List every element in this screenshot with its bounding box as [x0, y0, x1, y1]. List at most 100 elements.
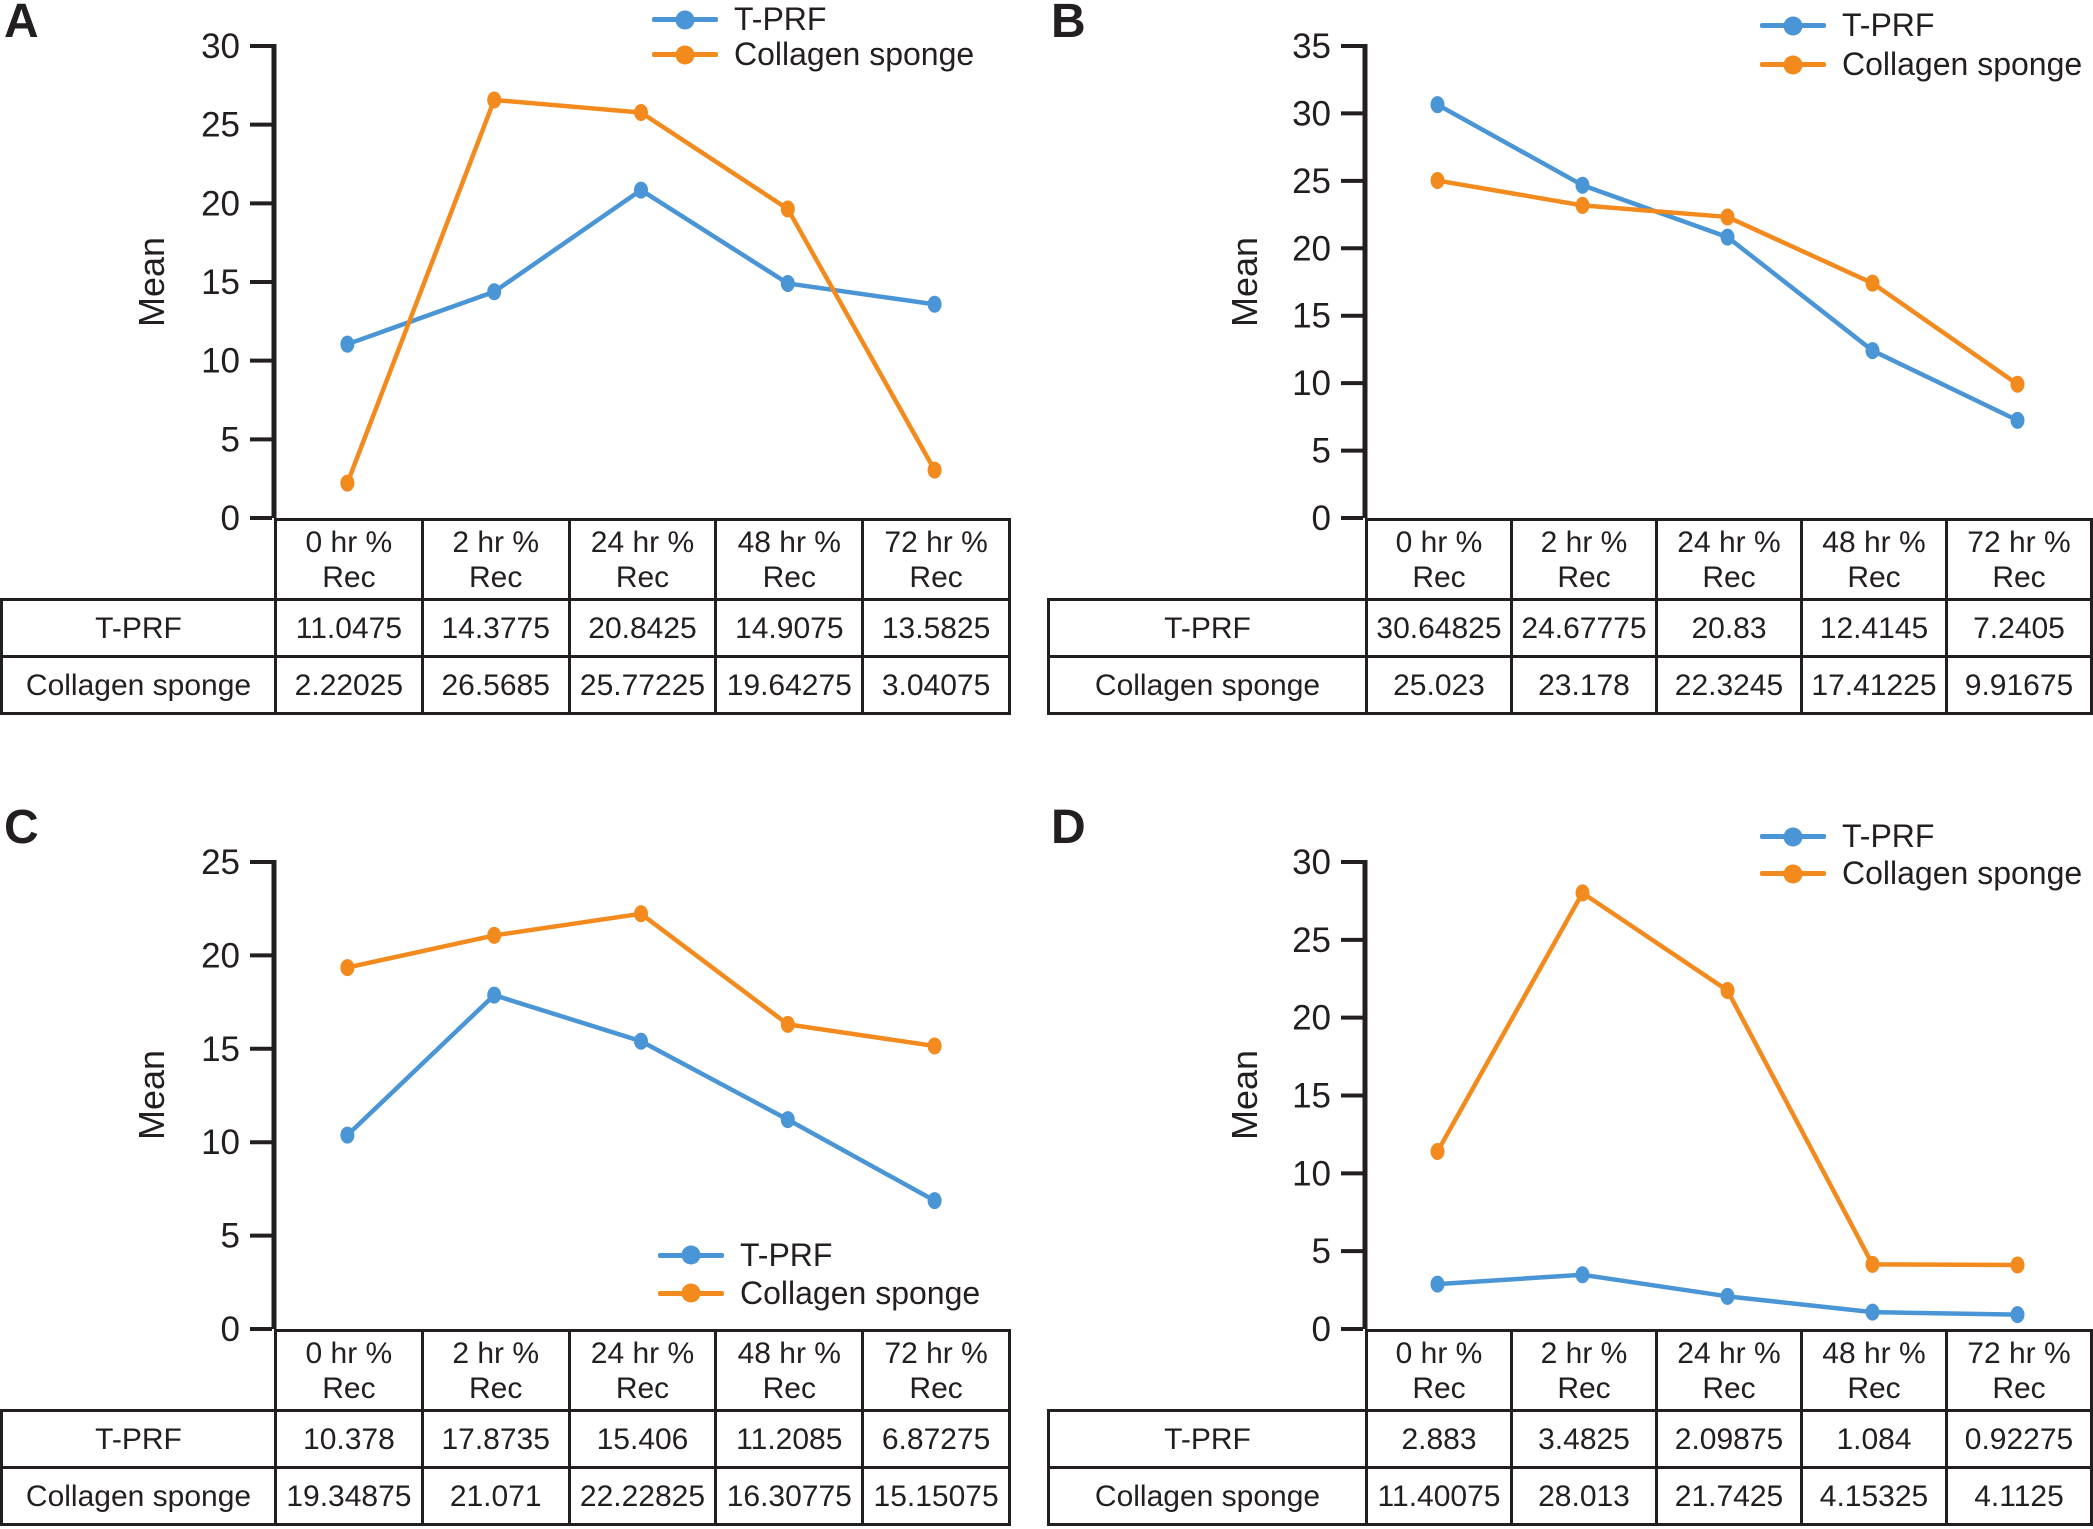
panel-label-b: B: [1051, 0, 1086, 48]
value-cell: 20.83: [1655, 598, 1803, 658]
header-line: 72 hr %: [1967, 1336, 2071, 1370]
svg-text:15: 15: [201, 1030, 240, 1069]
svg-text:5: 5: [221, 420, 240, 459]
value-cell: 21.7425: [1655, 1466, 1803, 1526]
blank-cell: [1049, 520, 1367, 600]
value-cell: 13.5825: [861, 598, 1011, 658]
legend-item-tprf: T-PRF: [658, 1236, 980, 1274]
tprf-line-marker-icon: [1760, 23, 1826, 28]
value-cell: 11.2085: [714, 1409, 865, 1469]
header-cell: 0 hr % Rec: [274, 1329, 424, 1412]
value-cell: 3.4825: [1510, 1409, 1658, 1469]
legend-item-collagen: Collagen sponge: [652, 36, 974, 72]
data-table-d: 0 hr % Rec 2 hr % Rec 24 hr % Rec 48 hr % Re…: [1047, 1329, 2093, 1526]
header-line: 2 hr %: [452, 525, 540, 559]
svg-text:35: 35: [1292, 27, 1331, 66]
value-cell: 23.178: [1510, 655, 1658, 715]
svg-text:5: 5: [1312, 432, 1331, 471]
svg-text:25: 25: [1292, 921, 1331, 960]
header-line: 0 hr %: [305, 1336, 393, 1370]
row-label-cell: T-PRF: [0, 1409, 277, 1469]
legend-label: Collagen sponge: [1842, 855, 2083, 891]
row-label-cell: Collagen sponge: [0, 655, 277, 715]
header-line: Rec: [615, 1371, 670, 1405]
table-row-tprf: T-PRF 11.0475 14.3775 20.8425 14.9075 13…: [0, 598, 1011, 658]
header-cell: 2 hr % Rec: [1510, 1329, 1658, 1412]
legend-label: T-PRF: [734, 1, 827, 37]
header-line: 48 hr %: [737, 1336, 841, 1370]
value-cell: 11.0475: [274, 598, 424, 658]
header-line: Rec: [762, 1371, 816, 1405]
panel-d: 0 5 10 15 20 25 30 D Mean T-PRF Collagen spong…: [1047, 800, 2093, 1529]
svg-text:10: 10: [1292, 1154, 1331, 1193]
value-cell: 17.41225: [1800, 655, 1948, 715]
collagen-line-marker-icon: [1760, 62, 1826, 67]
value-cell: 14.9075: [714, 598, 865, 658]
value-cell: 4.1125: [1945, 1466, 2093, 1526]
header-cell: 72 hr % Rec: [861, 518, 1011, 601]
table-row-tprf: T-PRF 10.378 17.8735 15.406 11.2085 6.87…: [0, 1409, 1011, 1469]
value-cell: 16.30775: [714, 1466, 865, 1526]
row-label-cell: T-PRF: [1047, 598, 1368, 658]
table-header-row: 0 hr % Rec 2 hr % Rec 24 hr % Rec 48 hr % Re…: [2, 518, 1011, 601]
header-line: Rec: [909, 560, 963, 594]
header-cell: 2 hr % Rec: [420, 518, 571, 601]
value-cell: 2.09875: [1655, 1409, 1803, 1469]
legend: T-PRF Collagen sponge: [1760, 6, 2082, 84]
value-cell: 2.883: [1365, 1409, 1513, 1469]
tprf-line-marker-icon: [652, 17, 718, 22]
header-cell: 48 hr % Rec: [714, 518, 865, 601]
legend: T-PRF Collagen sponge: [652, 1, 974, 72]
header-line: 48 hr %: [1822, 525, 1926, 559]
svg-text:20: 20: [1292, 999, 1331, 1038]
header-line: Rec: [1412, 1371, 1466, 1405]
header-line: 2 hr %: [1540, 525, 1628, 559]
svg-text:10: 10: [201, 342, 240, 381]
value-cell: 2.22025: [274, 655, 424, 715]
svg-text:15: 15: [1292, 297, 1331, 336]
svg-text:25: 25: [201, 843, 240, 882]
legend: T-PRF Collagen sponge: [658, 1236, 980, 1312]
row-label-cell: Collagen sponge: [0, 1466, 277, 1526]
svg-text:20: 20: [1292, 229, 1331, 268]
legend-label: T-PRF: [740, 1236, 833, 1273]
panel-c: 0 5 10 15 20 25 C Mean T-PRF Collagen sponge …: [0, 800, 1046, 1529]
header-line: 2 hr %: [1540, 1336, 1628, 1370]
svg-text:5: 5: [1312, 1232, 1331, 1271]
value-cell: 30.64825: [1365, 598, 1513, 658]
svg-text:30: 30: [1292, 843, 1331, 882]
header-line: Rec: [1992, 560, 2046, 594]
collagen-line-marker-icon: [658, 1290, 724, 1296]
row-label-cell: Collagen sponge: [1047, 1466, 1368, 1526]
row-label-cell: Collagen sponge: [1047, 655, 1368, 715]
header-line: 2 hr %: [452, 1336, 540, 1370]
value-cell: 21.071: [420, 1466, 571, 1526]
value-cell: 25.023: [1365, 655, 1513, 715]
header-line: 48 hr %: [737, 525, 841, 559]
value-cell: 22.22825: [567, 1466, 718, 1526]
header-line: Rec: [1557, 1371, 1611, 1405]
value-cell: 25.77225: [567, 655, 718, 715]
value-cell: 12.4145: [1800, 598, 1948, 658]
table-row-tprf: T-PRF 30.64825 24.67775 20.83 12.4145 7.…: [1047, 598, 2093, 658]
header-cell: 72 hr % Rec: [1945, 518, 2093, 601]
legend-label: Collagen sponge: [740, 1274, 981, 1311]
row-label-cell: T-PRF: [1047, 1409, 1368, 1469]
y-axis-title: Mean: [131, 236, 172, 328]
header-line: Rec: [1557, 560, 1611, 594]
svg-text:10: 10: [201, 1123, 240, 1162]
tprf-line-marker-icon: [658, 1252, 724, 1258]
collagen-line-marker-icon: [652, 52, 718, 57]
legend-label: T-PRF: [1842, 7, 1935, 43]
legend-item-collagen: Collagen sponge: [1760, 45, 2082, 84]
y-axis-title: Mean: [1224, 1049, 1265, 1141]
header-line: Rec: [1702, 560, 1756, 594]
value-cell: 10.378: [274, 1409, 424, 1469]
value-cell: 6.87275: [861, 1409, 1011, 1469]
header-cell: 48 hr % Rec: [1800, 1329, 1948, 1412]
value-cell: 0.92275: [1945, 1409, 2093, 1469]
blank-cell: [2, 1331, 276, 1411]
table-header-row: 0 hr % Rec 2 hr % Rec 24 hr % Rec 48 hr % Re…: [1049, 518, 2093, 601]
value-cell: 20.8425: [567, 598, 718, 658]
header-cell: 24 hr % Rec: [567, 518, 718, 601]
